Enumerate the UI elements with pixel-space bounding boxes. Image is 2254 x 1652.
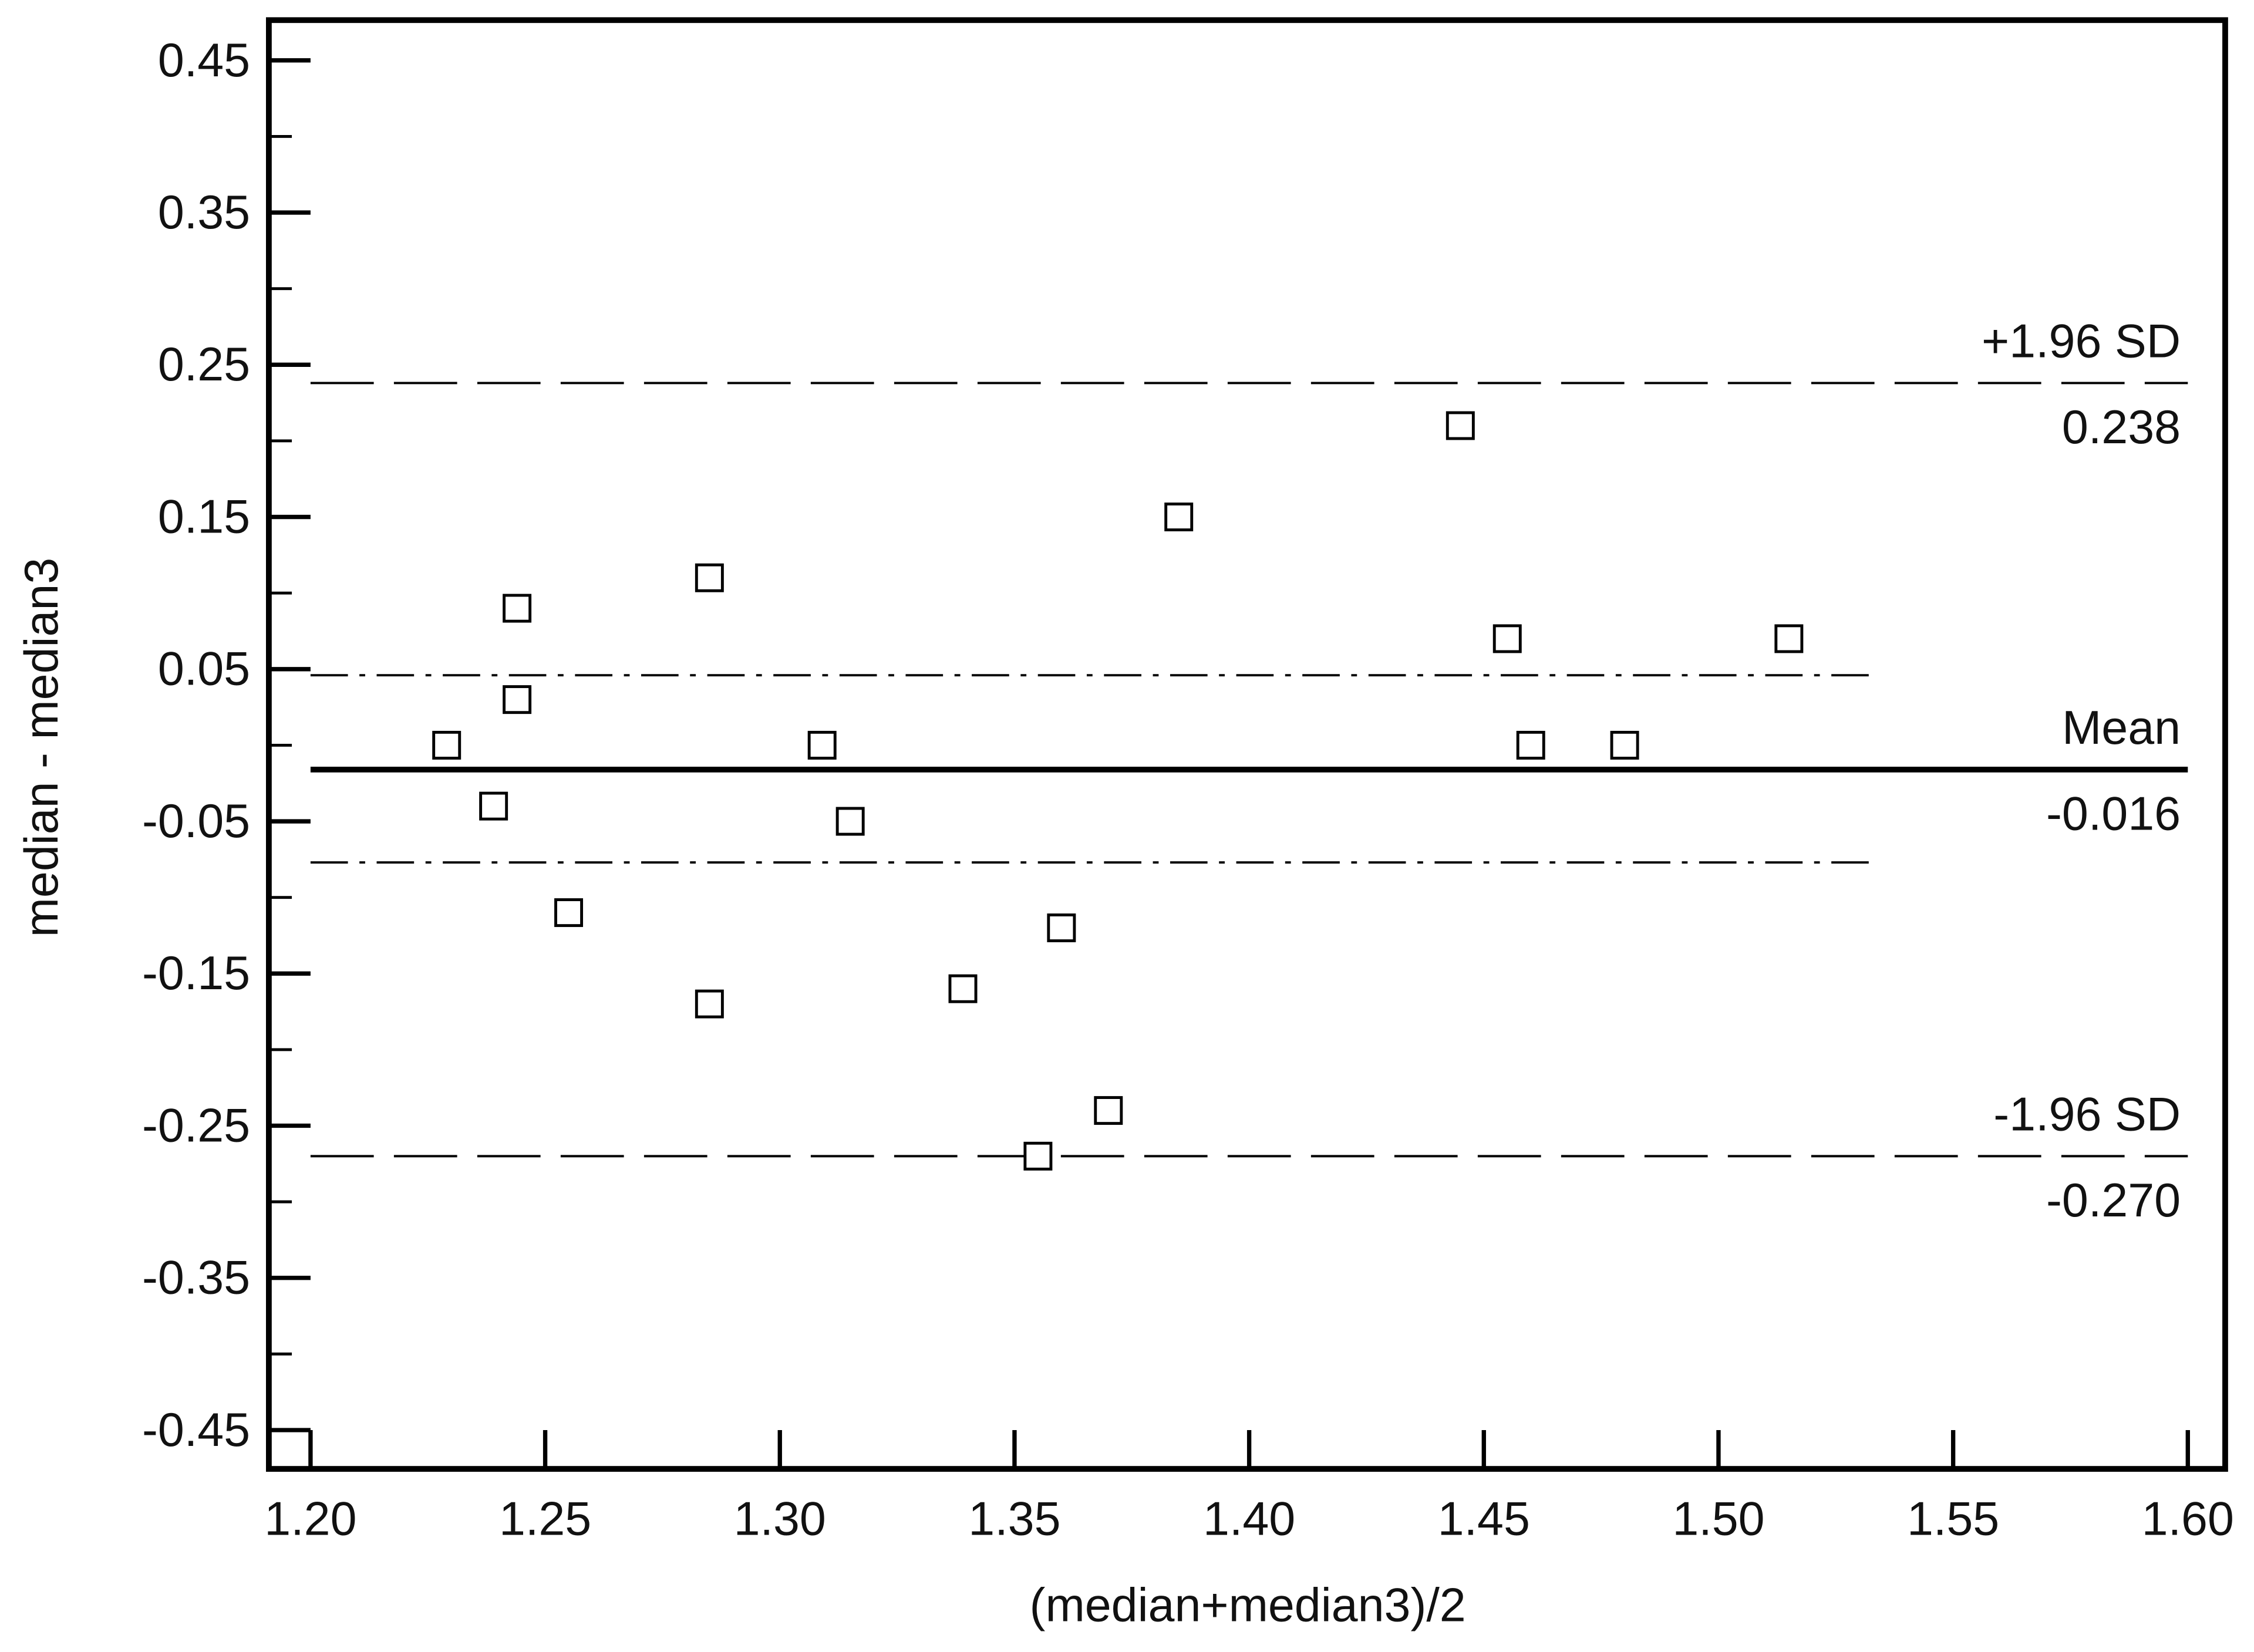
point <box>1446 411 1475 440</box>
x-tick-label: 1.50 <box>1672 1493 1764 1546</box>
y-tick-label: -0.25 <box>142 1099 250 1152</box>
reference-value: -0.016 <box>2046 788 2181 841</box>
point <box>948 974 978 1003</box>
x-tick-label: 1.20 <box>264 1493 356 1546</box>
point <box>554 898 584 928</box>
point <box>1023 1141 1053 1171</box>
point <box>432 730 461 760</box>
point <box>479 791 508 821</box>
x-tick-label: 1.35 <box>968 1493 1060 1546</box>
reference-name: Mean <box>2062 702 2181 754</box>
point <box>1516 730 1545 760</box>
y-tick-label: 0.25 <box>158 338 250 391</box>
point <box>503 594 532 623</box>
y-tick-label: 0.05 <box>158 643 250 696</box>
point <box>835 807 865 836</box>
point <box>807 730 837 760</box>
point <box>1492 624 1522 653</box>
x-tick-label: 1.40 <box>1203 1493 1295 1546</box>
y-tick-label: -0.15 <box>142 947 250 1000</box>
y-tick-label: -0.45 <box>142 1404 250 1457</box>
y-tick-label: -0.35 <box>142 1252 250 1304</box>
x-axis-title: (median+median3)/2 <box>1030 1579 1466 1632</box>
x-tick-label: 1.55 <box>1907 1493 1999 1546</box>
reference-name: -1.96 SD <box>1993 1088 2181 1141</box>
y-tick-label: 0.35 <box>158 186 250 239</box>
point <box>1094 1096 1123 1125</box>
y-axis-title: median - median3 <box>15 558 68 938</box>
reference-name: +1.96 SD <box>1982 315 2181 368</box>
y-tick-label: -0.05 <box>142 795 250 848</box>
x-tick-label: 1.45 <box>1438 1493 1530 1546</box>
point <box>503 685 532 714</box>
y-tick-label: 0.45 <box>158 34 250 87</box>
reference-value: -0.270 <box>2046 1174 2181 1227</box>
plot-frame <box>266 17 2228 1472</box>
point <box>1774 624 1804 653</box>
point <box>1047 913 1076 942</box>
reference-value: 0.238 <box>2062 401 2181 454</box>
point <box>695 989 724 1019</box>
point <box>1164 503 1194 532</box>
x-tick-label: 1.30 <box>734 1493 826 1546</box>
y-tick-label: 0.15 <box>158 490 250 543</box>
point <box>1610 730 1639 760</box>
x-tick-label: 1.60 <box>2142 1493 2234 1546</box>
x-tick-label: 1.25 <box>499 1493 591 1546</box>
point <box>695 563 724 592</box>
